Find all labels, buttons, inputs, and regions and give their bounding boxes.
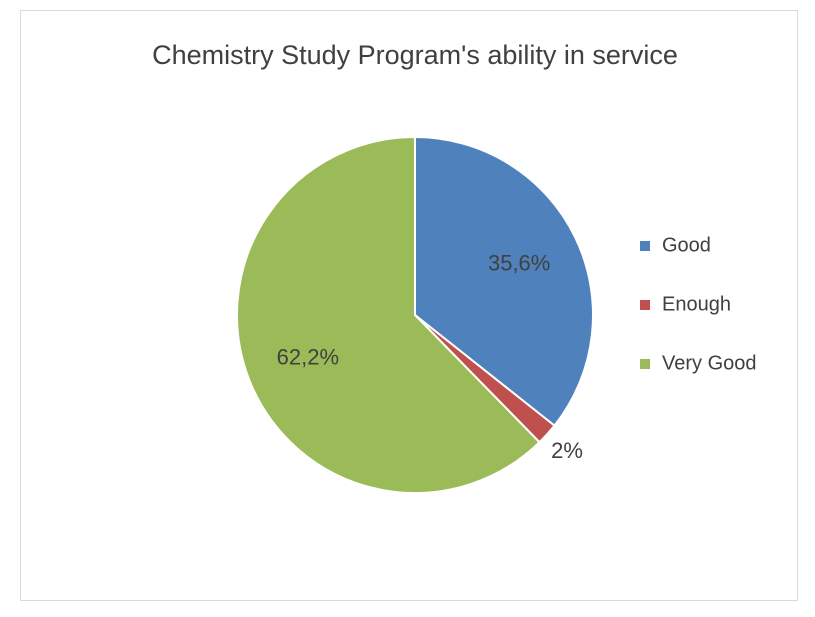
legend-swatch — [640, 300, 650, 310]
data-label: 62,2% — [277, 344, 339, 369]
pie-slice — [236, 135, 541, 494]
legend-label: Enough — [662, 293, 731, 315]
data-label: 2% — [551, 438, 583, 463]
legend-swatch — [640, 359, 650, 369]
legend-label: Very Good — [662, 352, 757, 374]
data-label: 35,6% — [488, 250, 550, 275]
legend-label: Good — [662, 234, 711, 256]
chart-title: Chemistry Study Program's ability in ser… — [152, 40, 678, 70]
pie-slice — [414, 135, 594, 428]
legend-swatch — [640, 241, 650, 251]
